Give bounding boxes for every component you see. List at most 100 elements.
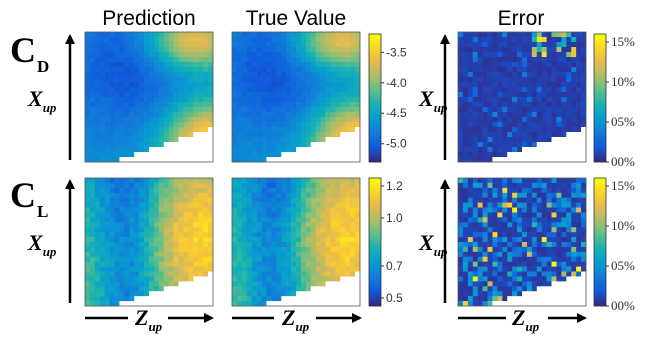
heatmap-cell xyxy=(522,281,528,287)
heatmap-cell xyxy=(487,132,493,138)
heatmap-cell xyxy=(261,92,267,98)
heatmap-cell xyxy=(576,251,582,258)
heatmap-cell xyxy=(99,266,105,272)
heatmap-cell xyxy=(276,47,282,53)
heatmap-cell xyxy=(85,246,91,253)
heatmap-cell xyxy=(556,256,562,262)
heatmap-cell xyxy=(291,246,297,253)
heatmap-cell xyxy=(232,137,238,143)
heatmap-cell xyxy=(236,57,243,63)
heatmap-cell xyxy=(507,256,513,262)
heatmap-cell xyxy=(526,47,533,53)
heatmap-cell xyxy=(276,251,282,258)
colorbar-segment xyxy=(369,181,381,185)
heatmap-cell xyxy=(144,207,150,213)
colorbar-segment xyxy=(594,142,606,147)
heatmap-cell xyxy=(536,227,542,233)
heatmap-cell xyxy=(300,296,307,302)
heatmap-cell xyxy=(183,32,189,38)
heatmap-cell xyxy=(536,142,542,148)
heatmap-cell xyxy=(502,197,508,203)
heatmap-cell xyxy=(300,271,307,277)
heatmap-cell xyxy=(193,117,199,123)
heatmap-cell xyxy=(109,202,115,208)
heatmap-cell xyxy=(581,92,587,98)
heatmap-cell xyxy=(492,202,498,208)
colorbar-segment xyxy=(594,56,606,60)
heatmap-cell xyxy=(163,281,169,287)
heatmap-cell xyxy=(458,291,464,297)
heatmap-cell xyxy=(531,92,538,98)
heatmap-cell xyxy=(536,266,542,272)
colorbar-segment xyxy=(369,261,381,265)
heatmap-cell xyxy=(173,147,179,153)
heatmap-cell xyxy=(551,107,557,113)
heatmap-cell xyxy=(477,192,483,198)
heatmap-cell xyxy=(556,187,562,194)
heatmap-cell xyxy=(355,127,361,133)
heatmap-cell xyxy=(241,182,248,189)
heatmap-cell xyxy=(482,212,488,218)
colorbar-segment xyxy=(369,290,381,294)
heatmap-cell xyxy=(158,122,165,128)
heatmap-cell xyxy=(129,82,135,88)
heatmap-cell xyxy=(261,286,267,292)
heatmap-cell xyxy=(581,296,587,302)
heatmap-cell xyxy=(576,301,582,307)
heatmap-cell xyxy=(129,222,135,228)
heatmap-cell xyxy=(350,72,356,78)
heatmap-cell xyxy=(507,301,513,307)
heatmap-cell xyxy=(276,227,282,233)
heatmap-cell xyxy=(492,197,498,203)
heatmap-cell xyxy=(350,82,356,88)
heatmap-cell xyxy=(246,37,252,43)
heatmap-cell xyxy=(526,286,533,292)
heatmap-cell xyxy=(531,127,538,133)
heatmap-cell xyxy=(178,217,184,223)
heatmap-cell xyxy=(551,266,557,272)
heatmap-cell xyxy=(94,57,101,63)
heatmap-cell xyxy=(178,187,184,194)
heatmap-cell xyxy=(144,102,150,108)
heatmap-cell xyxy=(571,57,577,63)
heatmap-cell xyxy=(99,82,105,88)
colorbar-segment xyxy=(369,274,381,278)
heatmap-cell xyxy=(526,207,533,213)
heatmap-cell xyxy=(462,32,469,38)
heatmap-cell xyxy=(193,157,199,163)
heatmap-cell xyxy=(183,107,189,113)
heatmap-cell xyxy=(561,97,567,103)
heatmap-cell xyxy=(94,256,101,262)
heatmap-cell xyxy=(139,266,145,272)
heatmap-cell xyxy=(286,237,292,243)
heatmap-cell xyxy=(566,142,572,148)
heatmap-cell xyxy=(271,187,277,194)
heatmap-cell xyxy=(335,112,341,118)
heatmap-cell xyxy=(149,242,155,248)
heatmap-cell xyxy=(158,286,165,292)
heatmap-cell xyxy=(94,132,101,138)
heatmap-cell xyxy=(246,112,252,118)
heatmap-cell xyxy=(315,97,321,103)
heatmap-cell xyxy=(576,192,582,198)
heatmap-cell xyxy=(556,251,562,258)
heatmap-cell xyxy=(241,92,248,98)
heatmap-cell xyxy=(531,97,538,103)
heatmap-cell xyxy=(134,227,140,233)
heatmap-cell xyxy=(507,296,513,302)
heatmap-cell xyxy=(345,271,351,277)
heatmap-cell xyxy=(512,251,518,258)
heatmap-cell xyxy=(193,301,199,307)
heatmap-cell xyxy=(566,112,572,118)
heatmap-cell xyxy=(119,52,125,58)
heatmap-cell xyxy=(325,57,331,63)
colorbar-segment xyxy=(594,203,606,208)
heatmap-cell xyxy=(305,256,312,262)
heatmap-cell xyxy=(183,197,189,203)
heatmap-cell xyxy=(149,281,155,287)
heatmap-cell xyxy=(467,237,474,243)
colorbar-segment xyxy=(594,229,606,233)
heatmap-cell xyxy=(99,92,105,98)
heatmap-cell xyxy=(241,122,248,128)
heatmap-cell xyxy=(291,132,297,138)
